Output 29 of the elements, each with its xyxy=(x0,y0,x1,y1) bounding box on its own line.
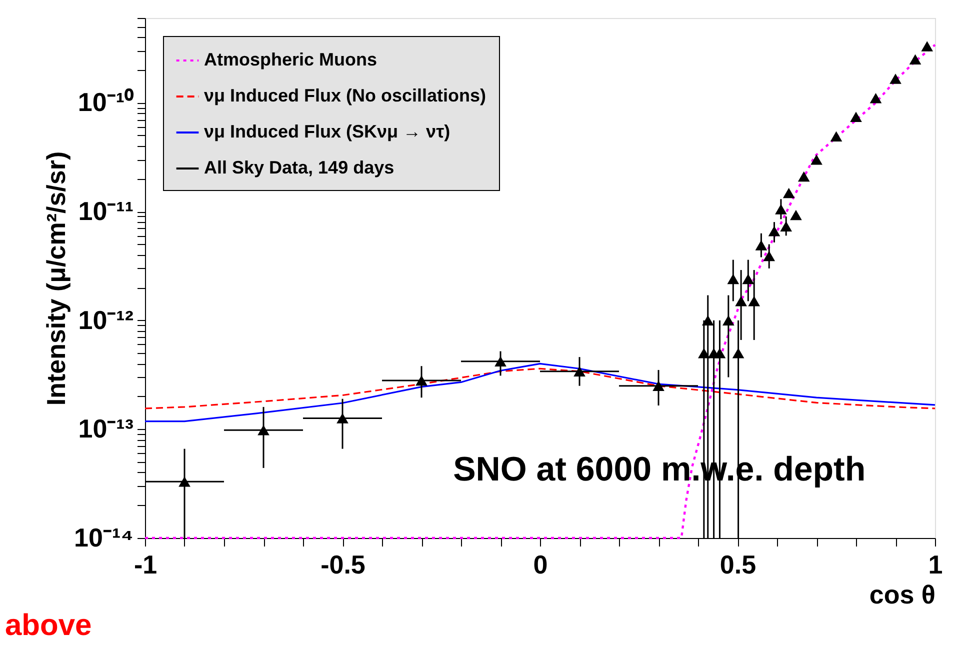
y-tick-label: 10⁻¹¹ xyxy=(78,196,134,226)
x-tick-label: -1 xyxy=(134,550,158,580)
y-tick-label: 10⁻¹⁰ xyxy=(78,87,134,118)
point xyxy=(909,54,922,64)
y-tick-label: 10⁻¹² xyxy=(78,304,134,335)
y-tick-label: 10⁻¹³ xyxy=(78,414,134,444)
x-tick-label: 1 xyxy=(928,550,943,580)
x-tick-label: 0.5 xyxy=(720,550,756,580)
point xyxy=(870,93,882,104)
point xyxy=(810,154,822,165)
point xyxy=(830,131,842,142)
point xyxy=(782,188,795,198)
legend-label: All Sky Data, 149 days xyxy=(204,158,394,178)
point xyxy=(921,41,934,52)
y-tick-label: 10⁻¹⁴ xyxy=(74,522,134,552)
legend-label: νμ Induced Flux (No oscillations) xyxy=(204,86,486,106)
x-axis-title: cos θ xyxy=(869,580,936,610)
text: above xyxy=(5,609,92,642)
legend-label: νμ Induced Flux (SKνμ → ντ) xyxy=(204,122,450,142)
point xyxy=(850,112,862,122)
point xyxy=(790,210,802,220)
point xyxy=(798,171,810,182)
y-axis-title: Intensity (μ/cm²/s/sr) xyxy=(41,151,72,406)
point xyxy=(890,74,902,84)
line-series xyxy=(144,362,936,422)
x-tick-label: -0.5 xyxy=(320,550,366,580)
legend-label: Atmospheric Muons xyxy=(204,50,378,70)
x-tick-label: 0 xyxy=(533,550,548,580)
line-series xyxy=(144,368,936,410)
